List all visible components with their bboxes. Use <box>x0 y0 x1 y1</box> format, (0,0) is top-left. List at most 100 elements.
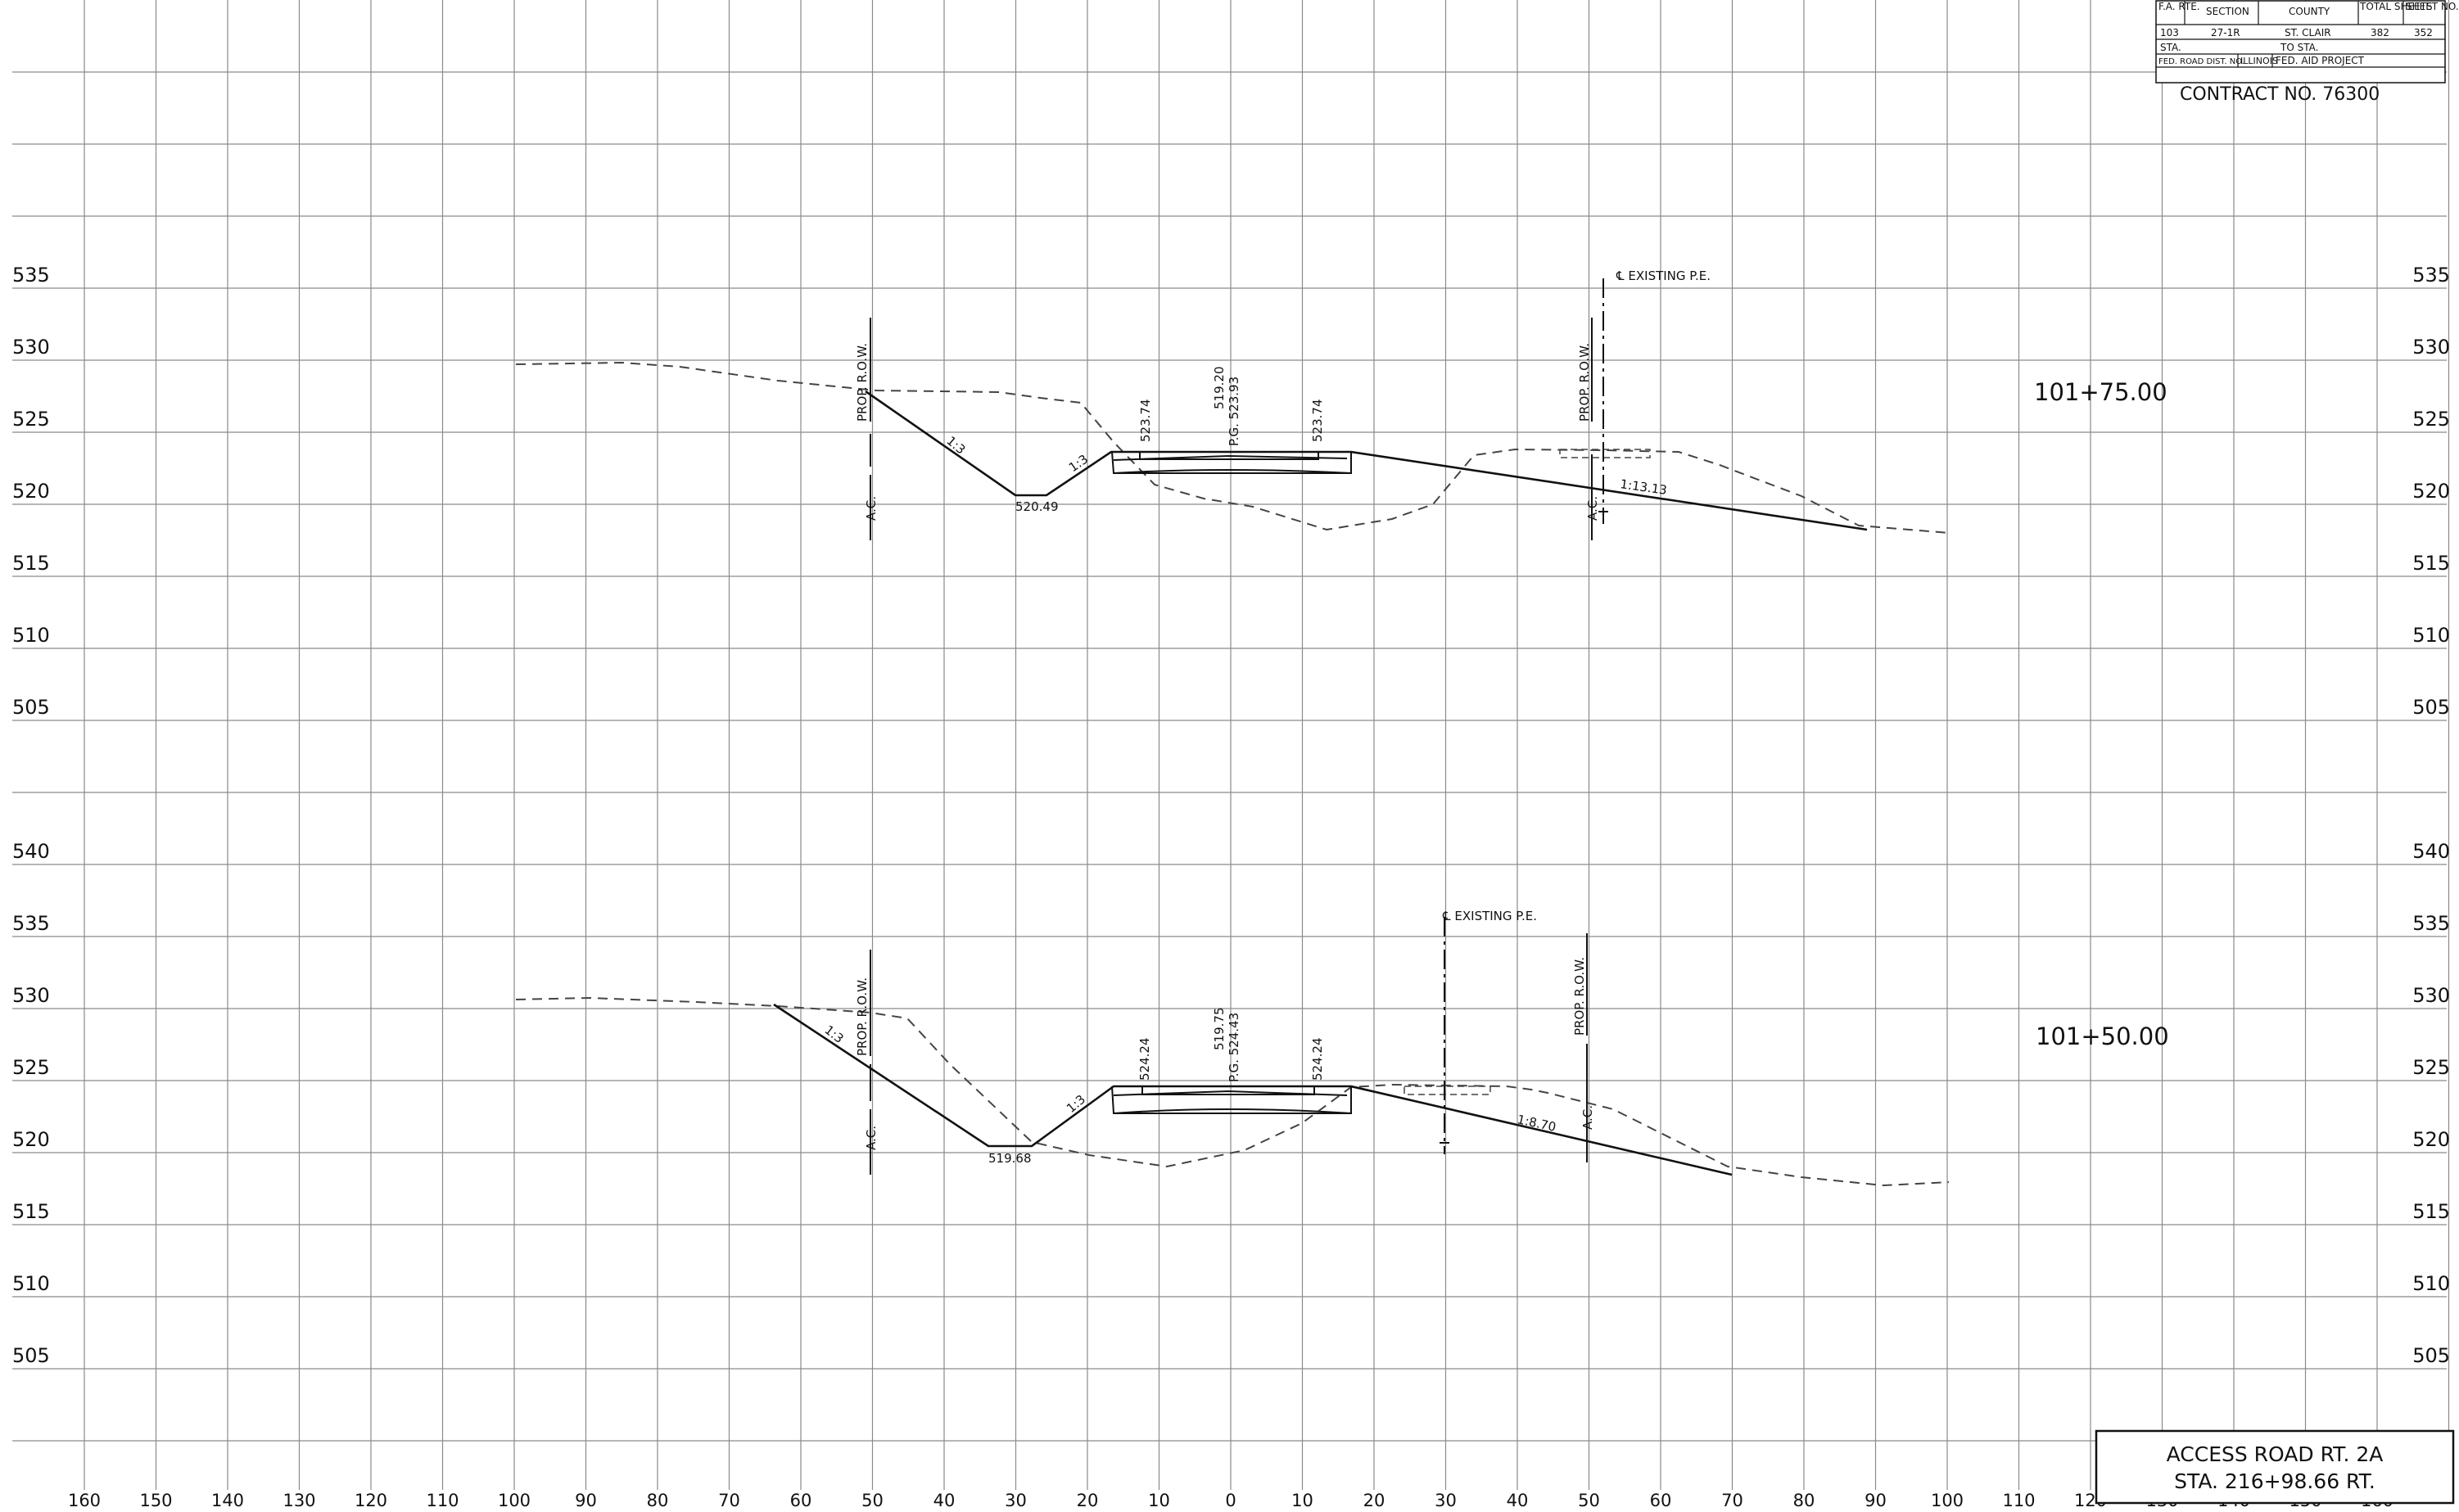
offset-tick-label: 50 <box>1578 1491 1600 1510</box>
upper-station-label: 101+75.00 <box>2034 378 2167 406</box>
lower-elevation-left: 520 <box>12 1128 50 1151</box>
lower-row-right-label: PROP. R.O.W. <box>1572 957 1587 1036</box>
offset-tick-label: 110 <box>426 1491 459 1510</box>
upper-elevation-right: 505 <box>2412 696 2450 719</box>
upper-row-left-label: PROP. R.O.W. <box>855 343 870 422</box>
tb-fed-road-dist: FED. ROAD DIST. NO. <box>2158 57 2244 66</box>
tb-value-total-sheets: 382 <box>2371 27 2389 38</box>
upper-elevation-left: 510 <box>12 624 50 647</box>
upper-existing-pe-box <box>1559 449 1651 458</box>
tb-header-sheet-no: SHEET NO. <box>2406 1 2459 12</box>
lower-pavement-inner <box>1141 1086 1315 1095</box>
tb-fed-aid: FED. AID PROJECT <box>2276 55 2365 66</box>
offset-tick-label: 100 <box>1931 1491 1964 1510</box>
title-block: F.A. RTE. SECTION COUNTY TOTAL SHEETS SH… <box>2155 0 2459 105</box>
upper-cross-section: ℄ EXISTING P.E. PROP. R.O.W. PROP. R.O.W… <box>515 269 2167 540</box>
upper-proposed-grade <box>865 390 1868 531</box>
lower-ac-left-label: A.C. <box>864 1126 879 1150</box>
tb-state: ILLINOIS <box>2240 56 2278 66</box>
offset-tick-label: 60 <box>790 1491 812 1510</box>
lower-elevation-right: 510 <box>2412 1272 2450 1295</box>
lower-existing-pe-box <box>1404 1085 1491 1095</box>
lower-station-label: 101+50.00 <box>2036 1022 2169 1050</box>
offset-tick-label: 80 <box>1793 1491 1815 1510</box>
upper-elevation-right: 510 <box>2412 624 2450 647</box>
offset-tick-label: 40 <box>933 1491 956 1510</box>
offset-tick-label: 150 <box>139 1491 172 1510</box>
tb-to-sta: TO STA. <box>2280 42 2318 53</box>
offset-tick-label: 120 <box>355 1491 387 1510</box>
lower-pavement-top <box>1111 1085 1352 1114</box>
tb-sta: STA. <box>2160 42 2181 53</box>
offset-tick-label: 60 <box>1650 1491 1672 1510</box>
lower-proposed-grade <box>773 1003 1733 1176</box>
upper-elevation-left: 530 <box>12 336 50 359</box>
lower-shoulder-left-elevation: 524.24 <box>1137 1038 1152 1081</box>
tb-header-fa-rte: F.A. RTE. <box>2158 1 2200 12</box>
lower-elevation-left: 505 <box>12 1344 50 1367</box>
offset-tick-label: 80 <box>647 1491 669 1510</box>
lower-elevation-right: 515 <box>2412 1200 2450 1223</box>
lower-elevation-left: 525 <box>12 1056 50 1079</box>
lower-cross-section: ℄ EXISTING P.E. PROP. R.O.W. PROP. R.O.W… <box>515 909 2169 1187</box>
lower-slope-right-label: 1:8.70 <box>1516 1112 1557 1135</box>
offset-tick-label: 50 <box>861 1491 884 1510</box>
lower-existing-ground <box>515 996 1950 1187</box>
offset-tick-label: 90 <box>1865 1491 1887 1510</box>
offset-tick-label: 20 <box>1077 1491 1099 1510</box>
lower-subgrade-curve <box>1113 1108 1352 1114</box>
upper-row-right-label: PROP. R.O.W. <box>1577 343 1592 422</box>
upper-elevation-right: 530 <box>2412 336 2450 359</box>
upper-elevation-right: 525 <box>2412 408 2450 431</box>
lower-elevation-right: 540 <box>2412 840 2450 863</box>
upper-elevation-right: 520 <box>2412 480 2450 503</box>
offset-tick-label: 10 <box>1291 1491 1313 1510</box>
lower-elevation-left: 530 <box>12 984 50 1007</box>
offset-tick-label: 10 <box>1148 1491 1170 1510</box>
upper-shoulder-right-elevation: 523.74 <box>1310 399 1325 443</box>
tb-value-sheet-no: 352 <box>2414 27 2433 38</box>
upper-elevation-left: 515 <box>12 552 50 575</box>
lower-elevation-right: 530 <box>2412 984 2450 1007</box>
lower-elevation-right: 525 <box>2412 1056 2450 1079</box>
lower-elevation-left: 510 <box>12 1272 50 1295</box>
upper-existing-pe-label: ℄ EXISTING P.E. <box>1616 269 1711 283</box>
upper-profile-grade: P.G. 523.93 <box>1227 377 1241 446</box>
offset-scale: 160 150 140 130 120 110 100 90 80 70 60 50 40 30 20 10 0… <box>68 1491 2393 1510</box>
tb-header-section: SECTION <box>2206 6 2249 17</box>
tb-header-total-sheets: TOTAL SHEETS <box>2359 1 2433 12</box>
lower-ac-right-label: A.C. <box>1580 1105 1595 1130</box>
tb-value-county: ST. CLAIR <box>2285 27 2331 38</box>
lower-pg-top: 519.75 <box>1212 1008 1227 1051</box>
lower-elevation-right: 520 <box>2412 1128 2450 1151</box>
offset-tick-label: 40 <box>1507 1491 1529 1510</box>
upper-elevation-right: 515 <box>2412 552 2450 575</box>
offset-tick-label: 140 <box>211 1491 244 1510</box>
lower-elevation-left: 515 <box>12 1200 50 1223</box>
lower-elevation-right: 535 <box>2412 912 2450 935</box>
contract-number: CONTRACT NO. 76300 <box>2180 84 2380 105</box>
upper-elevation-left: 520 <box>12 480 50 503</box>
offset-tick-label: 70 <box>1721 1491 1743 1510</box>
tb-value-fa-rte: 103 <box>2160 27 2179 38</box>
upper-shoulder-left-elevation: 523.74 <box>1138 399 1153 443</box>
offset-tick-label: 110 <box>2002 1491 2035 1510</box>
upper-slope-left-label: 1:3 <box>943 433 968 457</box>
lower-profile-grade: P.G. 524.43 <box>1227 1013 1241 1082</box>
upper-pavement-top <box>1111 451 1352 474</box>
upper-ac-left-label: A.C. <box>864 496 879 521</box>
lower-slope-mid-label: 1:3 <box>1064 1092 1088 1116</box>
upper-elevation-left: 505 <box>12 696 50 719</box>
upper-elevation-left: 525 <box>12 408 50 431</box>
tb-value-section: 27-1R <box>2211 27 2240 38</box>
lower-elevation-right: 505 <box>2412 1344 2450 1367</box>
grid <box>12 0 2450 1490</box>
offset-tick-label: 20 <box>1363 1491 1385 1510</box>
title-box-line2: STA. 216+98.66 RT. <box>2174 1469 2375 1493</box>
tb-header-county: COUNTY <box>2289 6 2330 17</box>
lower-elevation-left: 540 <box>12 840 50 863</box>
offset-tick-label: 90 <box>575 1491 597 1510</box>
title-box: ACCESS ROAD RT. 2A STA. 216+98.66 RT. <box>2095 1429 2455 1505</box>
offset-tick-label: 130 <box>283 1491 315 1510</box>
